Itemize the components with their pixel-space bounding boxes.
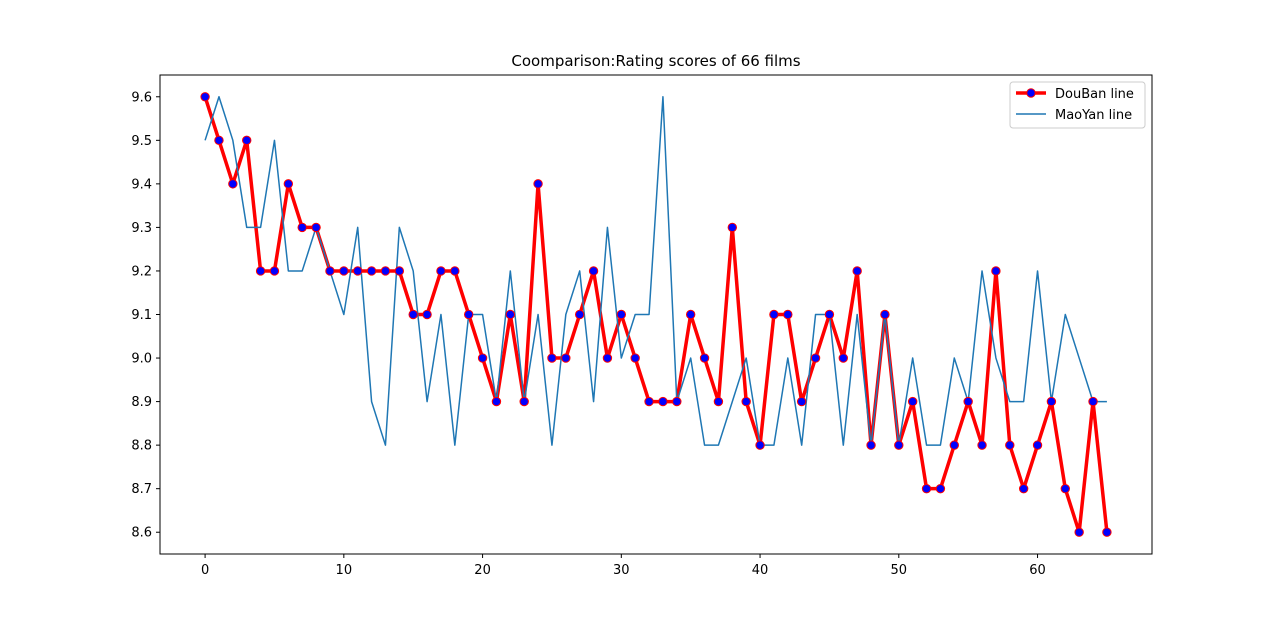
douban-point <box>422 309 432 320</box>
douban-point <box>894 440 904 450</box>
douban-point <box>547 353 557 363</box>
y-tick-label: 9.3 <box>131 221 152 236</box>
y-tick-label: 9.5 <box>131 134 152 149</box>
plot-area-frame <box>159 74 1153 555</box>
y-tick-label: 9.4 <box>131 177 152 192</box>
douban-point <box>644 396 654 407</box>
douban-point <box>283 179 294 189</box>
douban-point <box>214 135 224 146</box>
douban-point <box>921 483 932 494</box>
douban-point <box>1005 440 1015 450</box>
douban-point <box>658 396 668 407</box>
douban-point <box>491 396 502 407</box>
douban-point <box>685 309 696 320</box>
y-tick-label: 8.9 <box>131 395 152 410</box>
y-tick-label: 8.6 <box>131 526 152 541</box>
douban-point <box>1088 396 1098 407</box>
douban-point <box>755 440 765 450</box>
x-tick-label: 50 <box>891 563 908 578</box>
douban-point <box>297 222 307 233</box>
douban-point <box>616 309 627 320</box>
series-layer <box>200 92 1112 537</box>
douban-point <box>311 222 321 233</box>
chart-title: Coomparison:Rating scores of 66 films <box>511 52 800 70</box>
douban-point <box>699 353 710 363</box>
x-tick-label: 30 <box>613 563 630 578</box>
douban-point <box>394 266 405 276</box>
douban-point <box>255 266 266 276</box>
y-tick-label: 9.0 <box>131 352 152 367</box>
douban-point <box>949 440 959 450</box>
douban-point <box>783 309 793 320</box>
douban-point <box>963 396 973 407</box>
legend-marker-douban <box>1026 88 1036 98</box>
y-tick-label: 9.1 <box>131 308 152 323</box>
douban-point <box>672 396 682 407</box>
douban-point <box>561 353 571 363</box>
douban-point <box>824 309 835 320</box>
douban-point <box>242 135 252 146</box>
series-line-douban <box>203 96 1109 534</box>
x-tick-label: 0 <box>201 563 209 578</box>
x-tick-label: 60 <box>1029 563 1046 578</box>
douban-point <box>1032 440 1043 450</box>
y-tick-label: 9.6 <box>131 90 152 105</box>
douban-point <box>1018 483 1029 494</box>
douban-point <box>852 266 862 276</box>
douban-point <box>727 222 738 233</box>
douban-point <box>574 309 585 320</box>
douban-point <box>1074 527 1084 537</box>
douban-point <box>325 266 335 276</box>
douban-point <box>533 179 543 189</box>
x-tick-label: 10 <box>336 563 353 578</box>
douban-point <box>588 266 599 276</box>
douban-point <box>200 92 210 102</box>
douban-point <box>810 353 821 363</box>
legend: DouBan line MaoYan line <box>1009 81 1146 129</box>
x-tick-label: 20 <box>474 563 491 578</box>
douban-point <box>366 266 377 276</box>
douban-point <box>935 483 946 494</box>
x-tick-label: 40 <box>752 563 769 578</box>
douban-point <box>339 266 349 276</box>
y-tick-label: 9.2 <box>131 264 152 279</box>
legend-label-maoyan: MaoYan line <box>1055 108 1132 123</box>
douban-point <box>380 266 391 276</box>
douban-point <box>353 266 363 276</box>
douban-point <box>769 309 779 320</box>
douban-point <box>228 179 238 189</box>
douban-point <box>1102 527 1112 537</box>
douban-point <box>519 396 529 407</box>
douban-point <box>630 353 640 363</box>
douban-point <box>991 266 1001 276</box>
douban-point <box>741 396 751 407</box>
douban-point <box>436 266 446 276</box>
douban-point <box>977 440 987 450</box>
douban-point <box>880 309 890 320</box>
douban-point <box>602 353 613 363</box>
douban-point <box>450 266 460 276</box>
douban-point <box>463 309 474 320</box>
douban-point <box>796 396 807 407</box>
douban-point <box>907 396 918 407</box>
douban-point <box>269 266 280 276</box>
douban-point <box>408 309 418 320</box>
axes-layer: 0 10 20 30 40 50 60 8.6 8.7 8.8 8.9 9.0 9.1 9.2 9.3 9.4… <box>131 90 1045 578</box>
douban-point <box>505 309 516 320</box>
y-tick-label: 8.8 <box>131 439 152 454</box>
douban-point <box>1046 396 1057 407</box>
legend-label-douban: DouBan line <box>1055 87 1134 102</box>
douban-point <box>713 396 724 407</box>
douban-point <box>866 440 876 450</box>
y-tick-label: 8.7 <box>131 482 152 497</box>
douban-point <box>1060 483 1070 494</box>
douban-point <box>477 353 488 363</box>
douban-point <box>838 353 849 363</box>
series-line-maoyan <box>204 96 1107 446</box>
